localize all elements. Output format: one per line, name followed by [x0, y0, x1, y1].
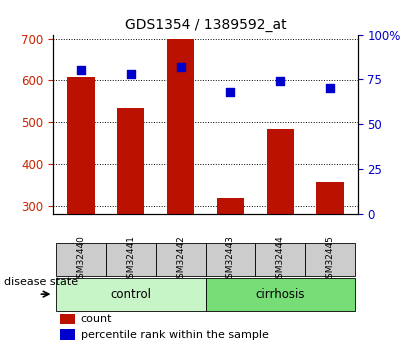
- Point: [177, 64, 184, 70]
- Text: percentile rank within the sample: percentile rank within the sample: [81, 330, 269, 340]
- Bar: [60, 314, 75, 324]
- Bar: [56, 278, 206, 310]
- Bar: [206, 243, 255, 276]
- Point: [277, 78, 284, 84]
- Bar: [60, 329, 75, 340]
- Text: cirrhosis: cirrhosis: [256, 288, 305, 300]
- Bar: [217, 198, 244, 214]
- Text: GSM32444: GSM32444: [276, 235, 285, 284]
- Bar: [156, 243, 206, 276]
- Title: GDS1354 / 1389592_at: GDS1354 / 1389592_at: [125, 18, 286, 32]
- Text: disease state: disease state: [4, 277, 78, 287]
- Bar: [255, 243, 305, 276]
- Point: [327, 86, 333, 91]
- Text: GSM32441: GSM32441: [126, 235, 135, 284]
- Bar: [56, 243, 106, 276]
- Text: count: count: [81, 314, 112, 324]
- Bar: [316, 182, 344, 214]
- Point: [127, 71, 134, 77]
- Point: [227, 89, 234, 95]
- Bar: [206, 278, 355, 310]
- Bar: [305, 243, 355, 276]
- Bar: [106, 243, 156, 276]
- Bar: [67, 78, 95, 214]
- Bar: [167, 39, 194, 214]
- Text: control: control: [110, 288, 151, 300]
- Text: GSM32440: GSM32440: [76, 235, 85, 284]
- Point: [78, 68, 84, 73]
- Text: GSM32445: GSM32445: [326, 235, 335, 284]
- Bar: [117, 108, 144, 214]
- Bar: [267, 129, 294, 214]
- Text: GSM32442: GSM32442: [176, 235, 185, 284]
- Text: GSM32443: GSM32443: [226, 235, 235, 284]
